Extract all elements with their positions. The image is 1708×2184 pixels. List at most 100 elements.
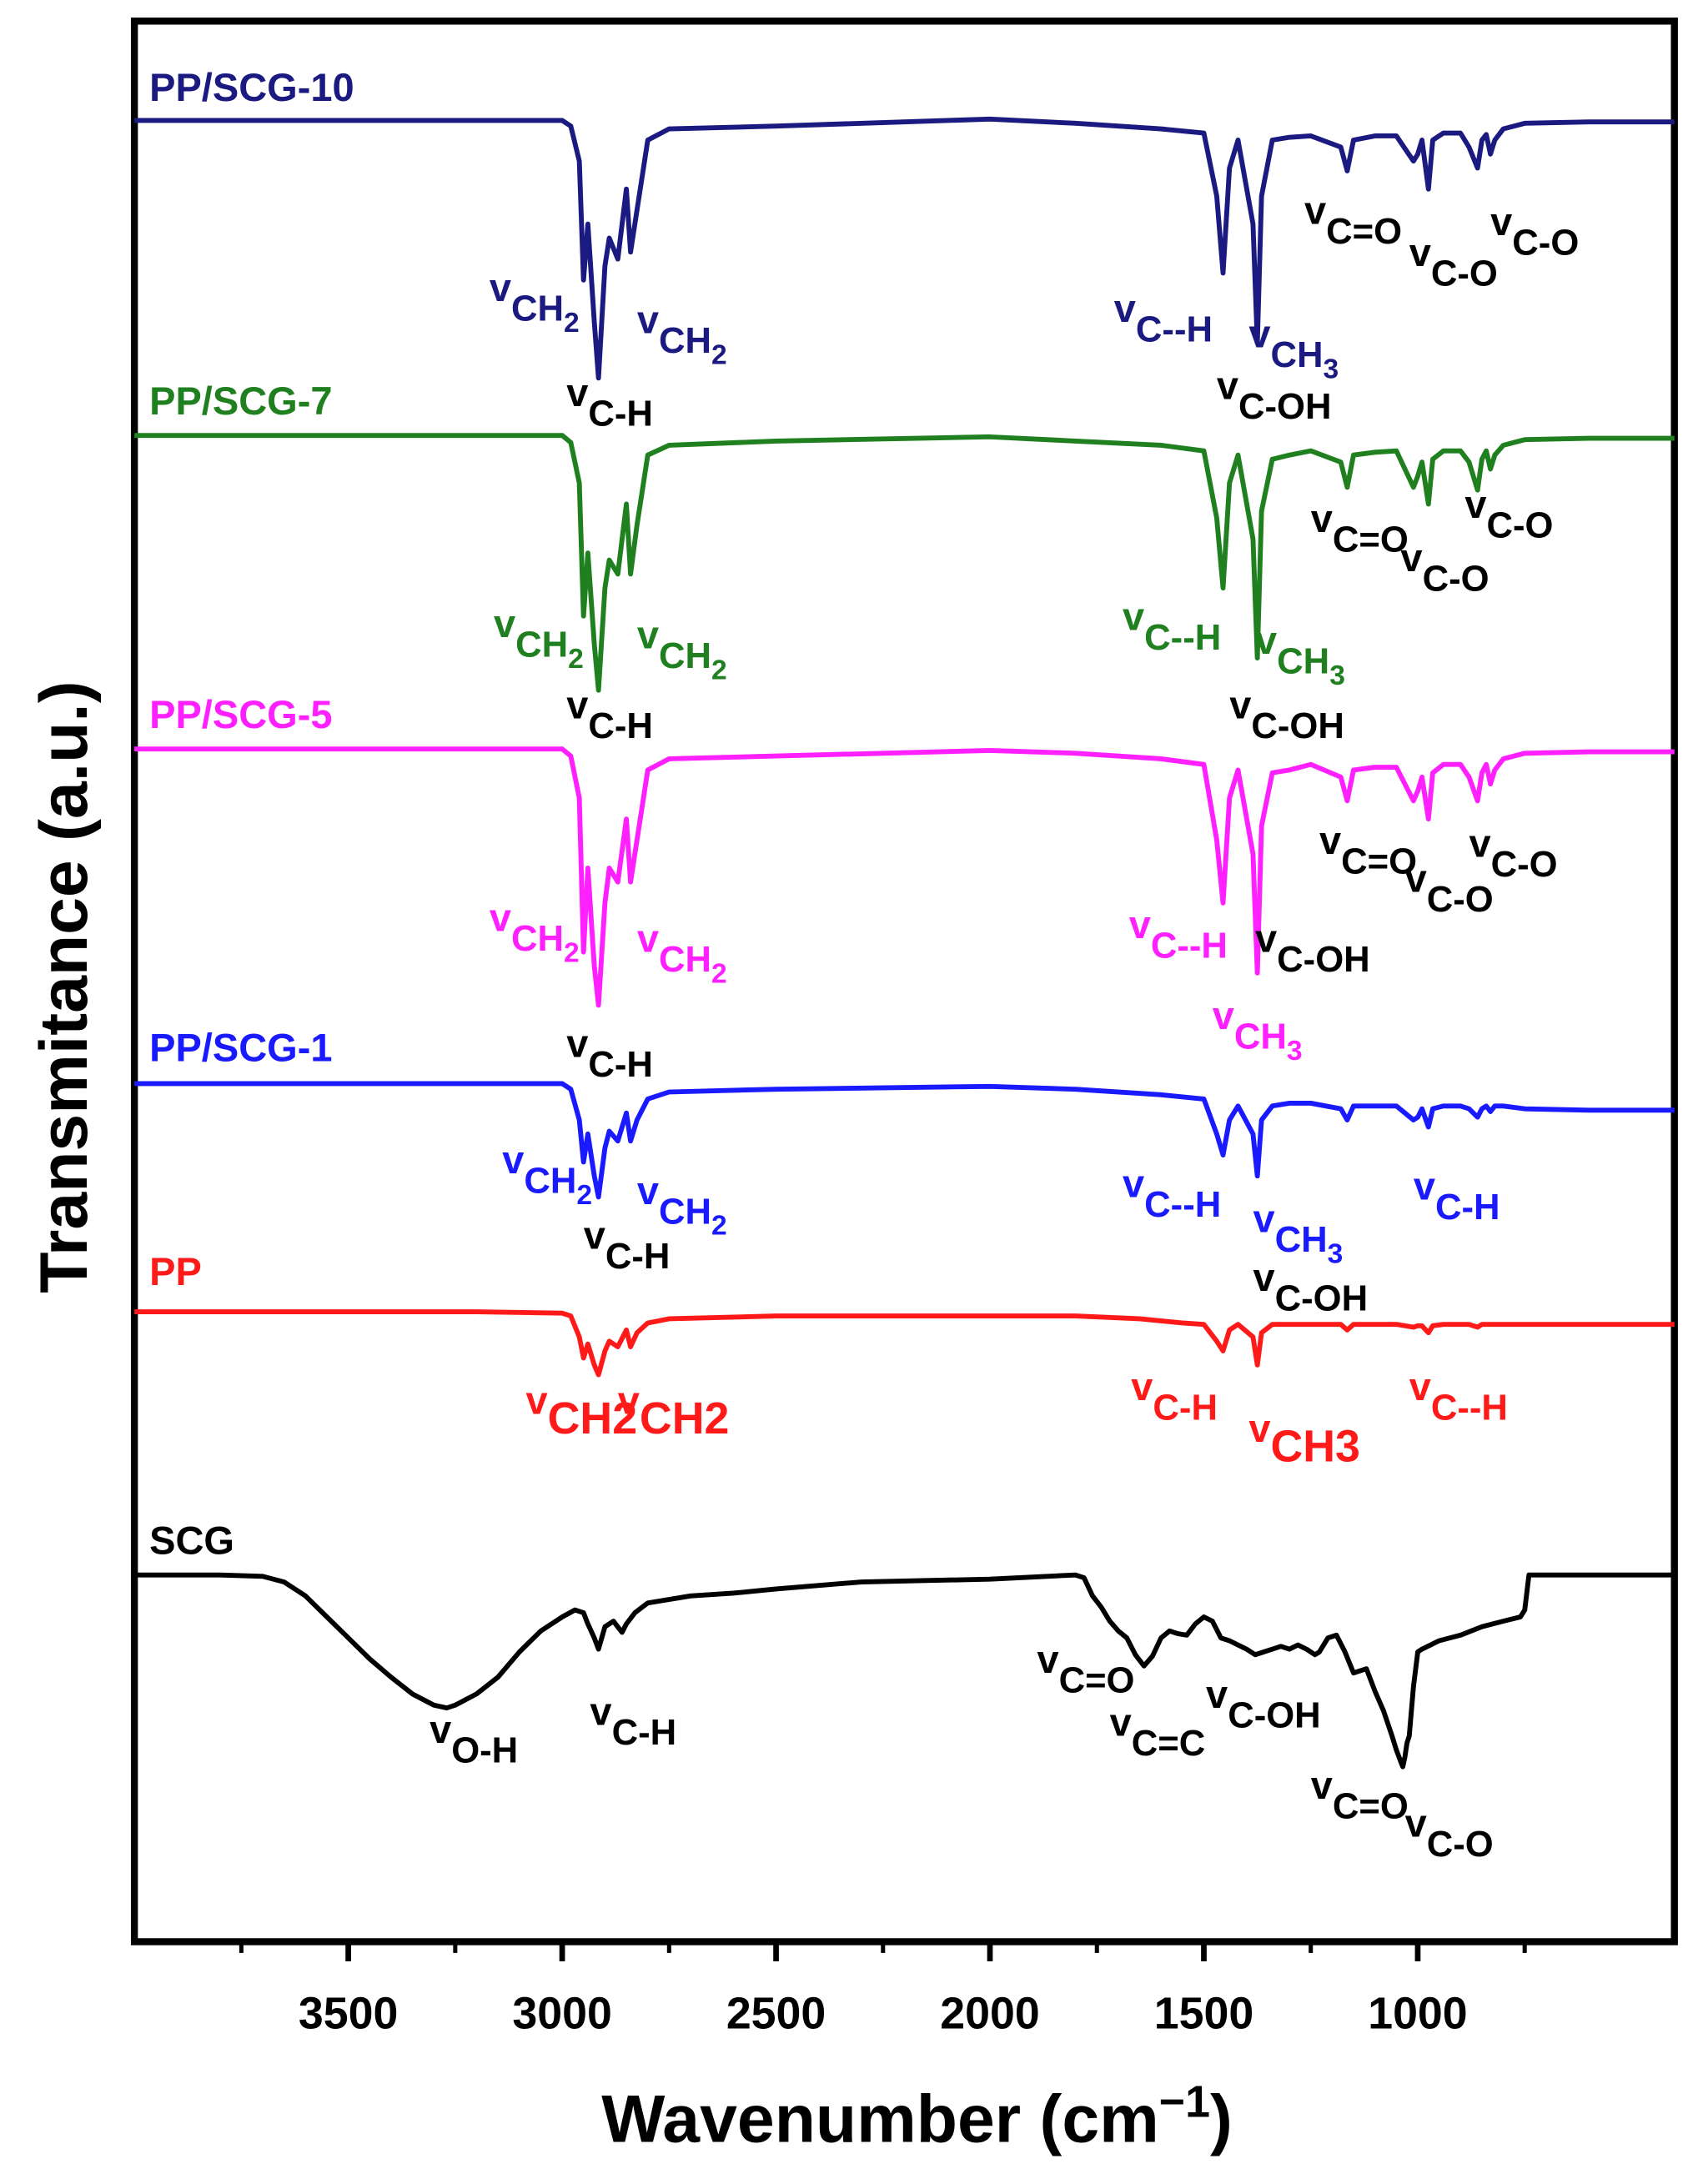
peak-annotation: vC-O xyxy=(1469,821,1558,885)
annotation-subsubscript: 3 xyxy=(1323,354,1339,384)
series-line-pp-scg-10 xyxy=(134,116,1675,381)
series-label-pp-scg-1: PP/SCG-1 xyxy=(149,1026,332,1070)
peak-annotation: vCH3 xyxy=(1248,311,1339,384)
peak-annotation: vC=O xyxy=(1037,1637,1134,1701)
y-axis-title: Transmitance (a.u.) xyxy=(27,680,102,1293)
peak-annotation: vC=O xyxy=(1319,818,1417,882)
annotation-subscript: CH xyxy=(659,320,711,361)
annotation-symbol: v xyxy=(1248,311,1270,355)
peak-annotation: vCH2 xyxy=(490,895,580,968)
peak-annotation: vCH2 xyxy=(502,1137,592,1211)
peak-annotation: vCH2 xyxy=(637,916,727,990)
peak-annotation: vCH2 xyxy=(494,601,584,675)
annotation-subscript: C=O xyxy=(1333,1786,1409,1827)
series-label-scg: SCG xyxy=(149,1518,234,1562)
annotation-subscript: C=O xyxy=(1059,1660,1135,1701)
peak-annotation: vC-H xyxy=(1414,1164,1500,1228)
annotation-subscript: C=O xyxy=(1341,841,1417,882)
annotation-subscript: C-H xyxy=(588,393,653,434)
annotation-subscript: C=C xyxy=(1132,1723,1206,1764)
peak-annotation: vCH3 xyxy=(1255,618,1345,691)
peak-annotation: vC-O xyxy=(1400,535,1489,600)
annotation-symbol: v xyxy=(525,1378,547,1423)
annotation-symbol: v xyxy=(1123,595,1144,639)
peak-annotation: vCH2 xyxy=(637,298,727,371)
annotation-symbol: v xyxy=(1129,902,1151,946)
annotation-symbol: v xyxy=(637,298,659,342)
peak-annotation: vC--H xyxy=(1123,1161,1221,1225)
annotation-symbol: v xyxy=(1110,1700,1132,1745)
series-label-pp: PP xyxy=(149,1249,202,1293)
annotation-symbol: v xyxy=(1206,1672,1228,1716)
series-line-pp-scg-7 xyxy=(134,433,1675,693)
peak-annotation: vC-OH xyxy=(1255,916,1370,981)
annotation-subscript: CH2 xyxy=(548,1393,637,1443)
x-tick-label: 1500 xyxy=(1154,1989,1253,2039)
annotation-subscript: CH xyxy=(659,1191,711,1232)
peak-annotation: vC-OH xyxy=(1229,682,1344,746)
x-tick-label: 2000 xyxy=(940,1989,1039,2039)
annotation-subscript: CH xyxy=(659,635,711,676)
annotation-subsubscript: 2 xyxy=(711,1211,727,1242)
series-line-pp xyxy=(134,1309,1675,1378)
annotation-subscript: C=O xyxy=(1326,211,1402,252)
annotation-symbol: v xyxy=(1405,856,1427,900)
peak-annotation: vCH3 xyxy=(1213,993,1303,1067)
annotation-subscript: CH xyxy=(511,918,564,959)
series-line-pp-scg-1 xyxy=(134,1081,1675,1200)
annotation-subsubscript: 3 xyxy=(1328,1238,1344,1269)
annotation-symbol: v xyxy=(430,1707,451,1751)
peak-annotation: vC=C xyxy=(1110,1700,1206,1765)
annotation-subsubscript: 2 xyxy=(576,1180,592,1211)
peak-annotation: vC-H xyxy=(1131,1364,1218,1428)
series-line-pp-scg-5 xyxy=(134,746,1675,1008)
annotation-subsubscript: 3 xyxy=(1287,1036,1303,1067)
x-tick-label: 3500 xyxy=(299,1989,398,2039)
peak-annotation: vC=O xyxy=(1311,1763,1409,1827)
peak-annotation: vCH2 xyxy=(637,612,727,685)
annotation-symbol: v xyxy=(1400,535,1422,580)
annotation-subscript: CH xyxy=(524,1160,576,1201)
annotation-subsubscript: 2 xyxy=(568,644,584,675)
series-line-scg xyxy=(134,1572,1675,1770)
annotation-subscript: C-O xyxy=(1487,505,1554,546)
annotation-subscript: C-OH xyxy=(1228,1695,1320,1736)
x-axis-title: Wavenumber (cm−1) xyxy=(601,2076,1233,2156)
annotation-subscript: C=O xyxy=(1333,520,1409,560)
annotation-subscript: CH xyxy=(1275,1219,1328,1260)
peak-annotation: vC-O xyxy=(1464,482,1553,546)
peak-annotation: vC-O xyxy=(1405,1801,1494,1865)
annotation-symbol: v xyxy=(590,1689,611,1733)
annotation-symbol: v xyxy=(1409,1364,1431,1408)
annotation-subscript: CH xyxy=(659,939,711,980)
annotation-subscript: CH xyxy=(1270,334,1323,375)
annotation-symbol: v xyxy=(637,1168,659,1212)
annotation-symbol: v xyxy=(502,1137,524,1182)
annotation-subscript: C--H xyxy=(1431,1387,1508,1428)
annotation-symbol: v xyxy=(1253,1255,1274,1299)
plot-frame xyxy=(130,18,1678,1946)
series-label-pp-scg-10: PP/SCG-10 xyxy=(149,65,354,109)
series-label-pp-scg-7: PP/SCG-7 xyxy=(149,379,332,423)
peak-annotation: vC-H xyxy=(584,1213,671,1278)
annotation-subscript: C-O xyxy=(1491,844,1558,885)
annotation-symbol: v xyxy=(1255,618,1277,662)
annotation-subsubscript: 2 xyxy=(564,937,580,968)
annotation-subscript: O-H xyxy=(451,1730,518,1771)
peak-annotation: vC-O xyxy=(1490,199,1579,264)
annotation-symbol: v xyxy=(637,612,659,656)
annotation-symbol: v xyxy=(1114,286,1136,330)
series-layer xyxy=(134,116,1675,1770)
x-tick-label: 2500 xyxy=(726,1989,826,2039)
annotation-symbol: v xyxy=(566,370,588,414)
annotation-symbol: v xyxy=(1414,1164,1435,1208)
annotation-subscript: C-O xyxy=(1512,223,1579,264)
annotation-symbol: v xyxy=(1311,1763,1333,1807)
peak-annotation: vCH2 xyxy=(490,265,580,339)
peak-annotation: vC-H xyxy=(566,682,653,746)
peak-annotation: vC-H xyxy=(566,1022,653,1086)
annotation-subsubscript: 2 xyxy=(711,959,727,990)
annotation-symbol: v xyxy=(584,1213,605,1258)
